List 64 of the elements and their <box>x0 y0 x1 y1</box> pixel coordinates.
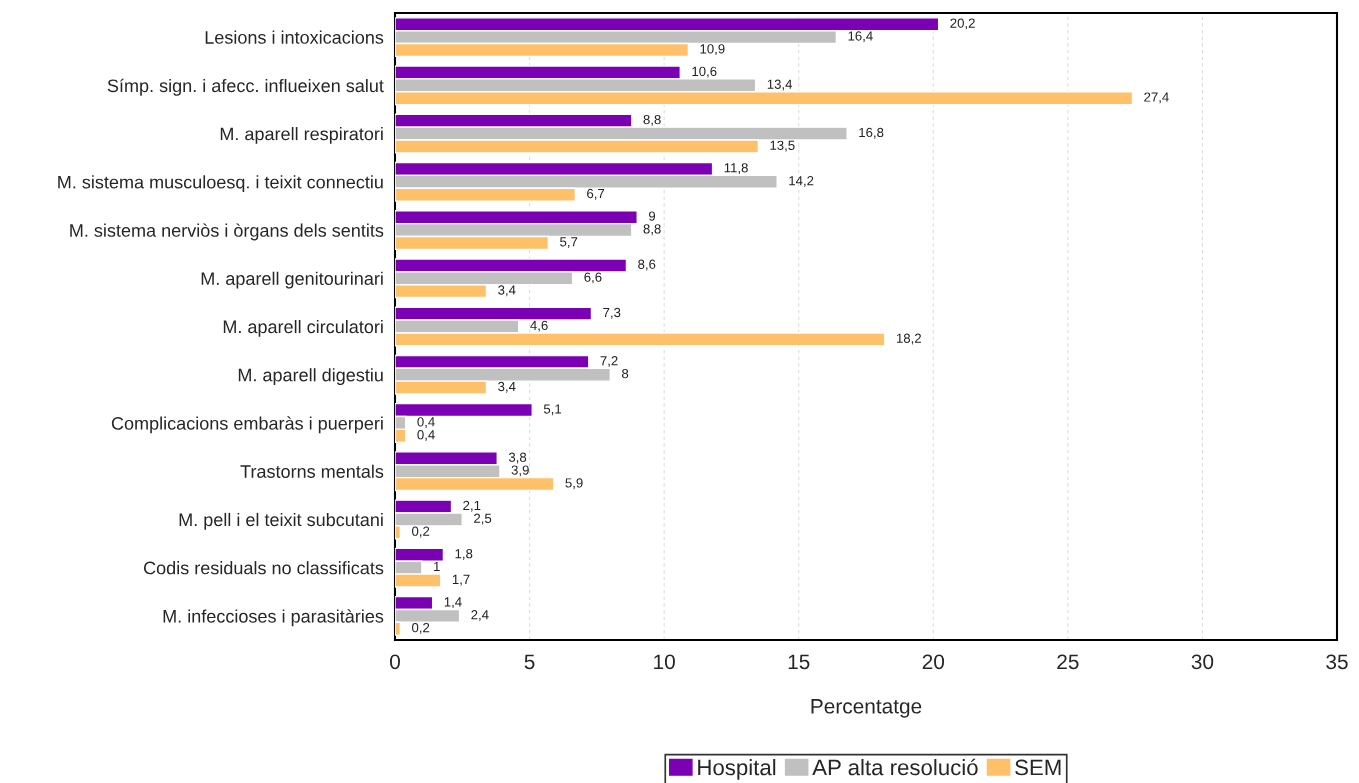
data-label: 1 <box>434 561 440 572</box>
data-label: 0,4 <box>417 417 435 429</box>
data-label: 27,4 <box>1144 92 1169 104</box>
data-label: 7,2 <box>600 356 618 367</box>
y-tick-label: M. aparell genitourinari <box>201 271 383 289</box>
data-label: 1,4 <box>444 597 462 609</box>
x-tick-label: 30 <box>1191 654 1214 670</box>
y-tick-label: Trastorns mentals <box>240 464 384 478</box>
data-label: 11,8 <box>724 163 748 175</box>
data-label: 18,2 <box>896 333 921 345</box>
data-label: 3,8 <box>508 452 527 464</box>
legend-label: SEM <box>1015 759 1061 776</box>
data-label: 6,6 <box>584 272 602 284</box>
data-label: 0,2 <box>412 526 430 538</box>
data-label: 8 <box>622 368 629 379</box>
data-label: 4,6 <box>530 320 548 332</box>
data-label: 16,8 <box>859 127 884 139</box>
x-tick-label: 25 <box>1057 654 1079 670</box>
data-label: 5,9 <box>565 478 583 490</box>
y-tick-label: M. sistema musculoesq. i teixit connectiu <box>58 175 383 193</box>
data-label: 3,4 <box>498 285 516 297</box>
data-label: 2,5 <box>474 513 492 525</box>
x-tick-label: 15 <box>788 654 810 670</box>
y-tick-label: M. aparell respiratori <box>220 127 383 144</box>
data-label: 2,4 <box>471 610 489 621</box>
y-tick-label: Codis residuals no classificats <box>143 561 384 575</box>
data-label: 3,4 <box>498 381 516 393</box>
data-label: 5,7 <box>560 237 578 248</box>
data-label: 13,5 <box>770 140 795 152</box>
data-label: 5,1 <box>543 404 562 416</box>
data-label: 13,4 <box>767 79 793 91</box>
x-tick-label: 35 <box>1326 654 1348 670</box>
data-label: 9 <box>648 211 656 221</box>
y-tick-label: M. aparell circulatori <box>223 319 383 337</box>
x-tick-label: 20 <box>922 654 945 670</box>
data-label: 20,2 <box>950 18 975 30</box>
data-label: 1,7 <box>452 574 470 586</box>
data-label: 3,9 <box>511 465 529 477</box>
x-tick-label: 10 <box>654 654 675 670</box>
x-axis-title: Percentatge <box>811 699 922 718</box>
data-label: 8,6 <box>638 259 656 271</box>
x-tick-label: 5 <box>524 654 535 670</box>
data-label: 10,6 <box>692 66 717 78</box>
y-tick-label: M. sistema nerviòs i òrgans dels sentits <box>70 223 384 241</box>
data-label: 6,7 <box>587 188 605 200</box>
data-label: 16,4 <box>848 31 873 43</box>
data-label: 10,9 <box>700 44 725 56</box>
y-tick-label: M. aparell digestiu <box>238 368 383 386</box>
legend-label: AP alta resolució <box>812 758 978 776</box>
y-tick-label: Símp. sign. i afecc. influeixen salut <box>107 78 384 96</box>
x-tick-label: 0 <box>390 654 400 670</box>
data-label: 8,8 <box>643 114 661 126</box>
y-tick-label: Lesions i intoxicacions <box>205 30 384 44</box>
y-tick-label: M. pell i el teixit subcutani <box>179 512 383 530</box>
data-label: 7,3 <box>603 307 621 319</box>
y-tick-label: Complicacions embaràs i puerperi <box>111 416 383 434</box>
data-label: 1,8 <box>455 548 473 560</box>
data-label: 8,8 <box>643 224 661 236</box>
data-label: 0,2 <box>412 622 430 634</box>
data-label: 14,2 <box>789 176 814 187</box>
data-label: 0,4 <box>417 430 435 441</box>
data-label: 2,1 <box>463 500 481 512</box>
legend-label: Hospital <box>698 759 776 780</box>
y-tick-label: M. infeccioses i parasitàries <box>163 609 384 627</box>
